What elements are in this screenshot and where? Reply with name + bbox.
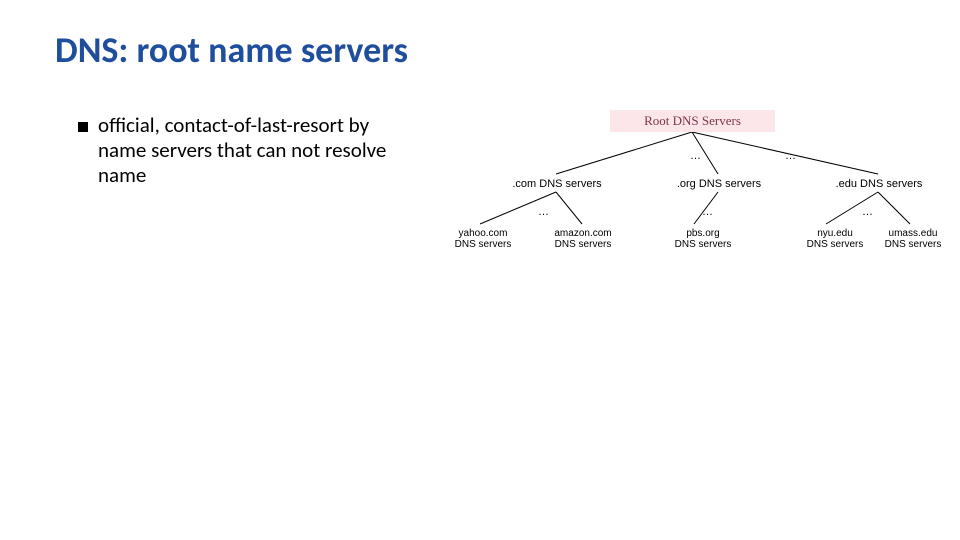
bullet-text: official, contact-of-last-resort by name… (98, 113, 398, 189)
tld-node: .edu DNS servers (830, 178, 928, 190)
tld-node: .com DNS servers (508, 178, 606, 190)
ellipsis: … (538, 206, 549, 218)
ellipsis: … (690, 150, 701, 162)
slide-title: DNS: root name servers (55, 28, 408, 72)
auth-node: umass.eduDNS servers (878, 228, 948, 250)
bullet-marker (78, 122, 88, 132)
bullet-item: official, contact-of-last-resort by name… (78, 113, 398, 189)
bullet-block: official, contact-of-last-resort by name… (78, 113, 398, 189)
auth-node: nyu.eduDNS servers (800, 228, 870, 250)
root-node: Root DNS Servers (610, 110, 775, 132)
ellipsis: … (702, 206, 713, 218)
tree-edges (430, 110, 940, 290)
auth-node: pbs.orgDNS servers (668, 228, 738, 250)
dns-tree-diagram: Root DNS Servers … … .com DNS servers .org D… (430, 110, 940, 290)
ellipsis: … (862, 206, 873, 218)
auth-node: amazon.comDNS servers (548, 228, 618, 250)
tld-node: .org DNS servers (670, 178, 768, 190)
ellipsis: … (785, 150, 796, 162)
auth-node: yahoo.comDNS servers (448, 228, 518, 250)
